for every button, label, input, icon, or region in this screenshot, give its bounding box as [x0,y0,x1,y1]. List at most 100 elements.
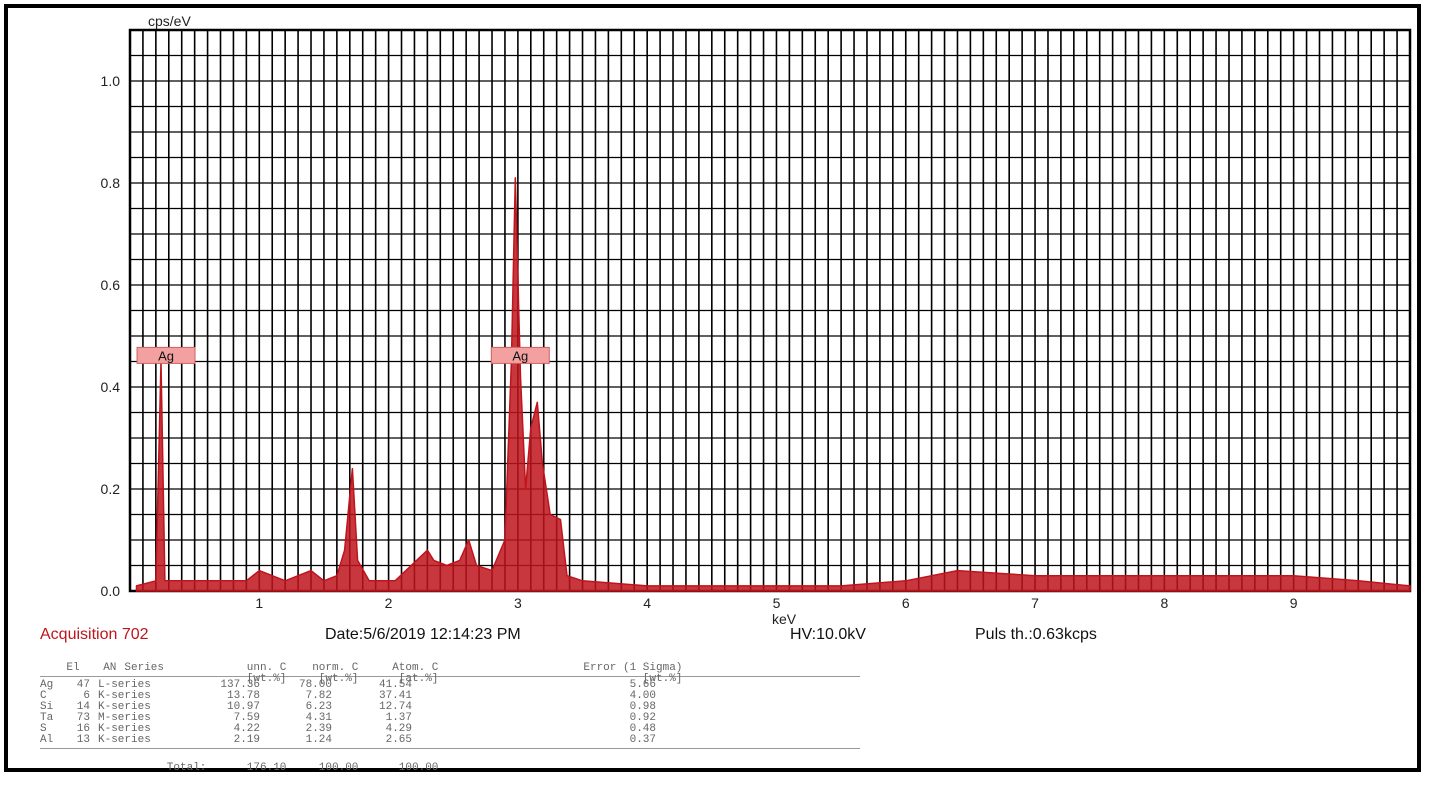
cell-series: K-series [98,690,151,702]
x-tick-label: 9 [1290,595,1298,611]
unit-error: [wt.%] [642,673,683,685]
table-row: S 16 K-series 4.22 2.39 4.29 0.48 [40,724,880,735]
y-tick-label: 0.8 [101,175,121,191]
cell-atomic-number: 13 [76,734,90,746]
cell-normalized: 78.00 [298,679,332,691]
figure-frame [4,4,1421,772]
cell-element: Si [40,701,54,713]
peak-label: Ag [158,348,174,363]
y-tick-label: 0.4 [101,379,121,395]
cell-unnormalized: 10.97 [226,701,260,713]
cell-series: M-series [98,712,151,724]
series-spectrum [135,177,1411,592]
cell-error: 0.98 [629,701,656,713]
cell-element: Al [40,734,54,746]
results-table: El AN Series unn. C norm. C Atom. C Error (1 S… [40,652,880,774]
x-tick-label: 3 [514,595,522,611]
spectrum-chart: 1 2 3 4 5 6 7 8 90.00.20.40.60.81.0 Ag Ag cps/eV … [101,13,1412,627]
header-atom: Atom. C [392,662,439,674]
cell-normalized: 7.82 [305,690,332,702]
peak-label-box [490,346,550,364]
y-tick-label: 0.2 [101,481,121,497]
cell-normalized: 2.39 [305,723,332,735]
x-tick-label: 5 [773,595,781,611]
table-row: Al 13 K-series 2.19 1.24 2.65 0.37 [40,735,880,746]
cell-normalized: 6.23 [305,701,332,713]
cell-atomic: 4.29 [385,723,412,735]
cell-atomic-number: 47 [76,679,90,691]
header-norm: norm. C [312,662,359,674]
total-unn: 176.10 [246,762,287,774]
peak-label: Ag [512,348,528,363]
unit-unn: [wt.%] [246,673,287,685]
cell-element: Ag [40,679,54,691]
cell-atomic: 41.54 [378,679,412,691]
x-tick-label: 7 [1031,595,1039,611]
header-el: El [66,662,80,674]
y-tick-label: 1.0 [101,73,121,89]
x-axis-label: keV [772,611,797,627]
x-tick-label: 2 [385,595,393,611]
cell-unnormalized: 13.78 [226,690,260,702]
cell-element: Ta [40,712,54,724]
table-row: Si 14 K-series 10.97 6.23 12.74 0.98 [40,702,880,713]
cell-atomic-number: 16 [76,723,90,735]
total-atom: 100.00 [398,762,439,774]
acquisition-title: Acquisition 702 [40,626,149,643]
results-total-row: Total: 176.10 100.00 100.00 [40,752,880,774]
y-axis-label: cps/eV [148,13,191,29]
cell-error: 0.48 [629,723,656,735]
peak-label-box [136,346,196,364]
x-tick-label: 4 [643,595,651,611]
table-divider [40,748,860,749]
cell-series: K-series [98,734,151,746]
results-units-row: [wt.%] [wt.%] [at.%] [wt.%] [40,663,880,685]
table-row: Ta 73 M-series 7.59 4.31 1.37 0.92 [40,713,880,724]
cell-atomic: 12.74 [378,701,412,713]
total-label: Total: [166,762,207,774]
cell-unnormalized: 137.36 [220,679,260,691]
unit-atom: [at.%] [398,673,439,685]
pulse-threshold: Puls th.:0.63kcps [975,626,1097,643]
table-divider [40,676,860,677]
cell-atomic: 37.41 [378,690,412,702]
cell-atomic-number: 6 [83,690,90,702]
cell-error: 5.66 [629,679,656,691]
header-an: AN [103,662,117,674]
cell-error: 0.92 [629,712,656,724]
cell-error: 4.00 [629,690,656,702]
table-row: Ag 47 L-series 137.36 78.00 41.54 5.66 [40,680,880,691]
cell-unnormalized: 2.19 [233,734,260,746]
header-error: Error (1 Sigma) [583,662,683,674]
header-unn: unn. C [246,662,287,674]
cell-atomic-number: 14 [76,701,90,713]
x-tick-label: 8 [1160,595,1168,611]
cell-series: L-series [98,679,151,691]
chart-series [135,177,1411,592]
total-norm: 100.00 [318,762,359,774]
y-tick-label: 0.0 [101,583,121,599]
chart-grid [129,29,1411,592]
cell-element: C [40,690,47,702]
cell-series: K-series [98,701,151,713]
x-tick-label: 6 [902,595,910,611]
acquisition-date: Date:5/6/2019 12:14:23 PM [325,626,521,643]
unit-norm: [wt.%] [318,673,359,685]
chart-ticks: 1 2 3 4 5 6 7 8 9 0.0 0.2 0.4 0.6 0.8 1.0 [101,73,1298,611]
x-tick-label: 1 [255,595,263,611]
cell-normalized: 1.24 [305,734,332,746]
header-series: Series [124,662,165,674]
results-header-row: El AN Series unn. C norm. C Atom. C Error (1 S… [40,652,880,674]
cell-atomic-number: 73 [76,712,90,724]
y-tick-label: 0.6 [101,277,121,293]
cell-unnormalized: 4.22 [233,723,260,735]
cell-error: 0.37 [629,734,656,746]
cell-series: K-series [98,723,151,735]
high-voltage: HV:10.0kV [790,626,866,643]
chart-annotations: Ag Ag [136,346,550,364]
table-row: C 6 K-series 13.78 7.82 37.41 4.00 [40,691,880,702]
cell-normalized: 4.31 [305,712,332,724]
cell-element: S [40,723,47,735]
cell-unnormalized: 7.59 [233,712,260,724]
cell-atomic: 1.37 [385,712,412,724]
